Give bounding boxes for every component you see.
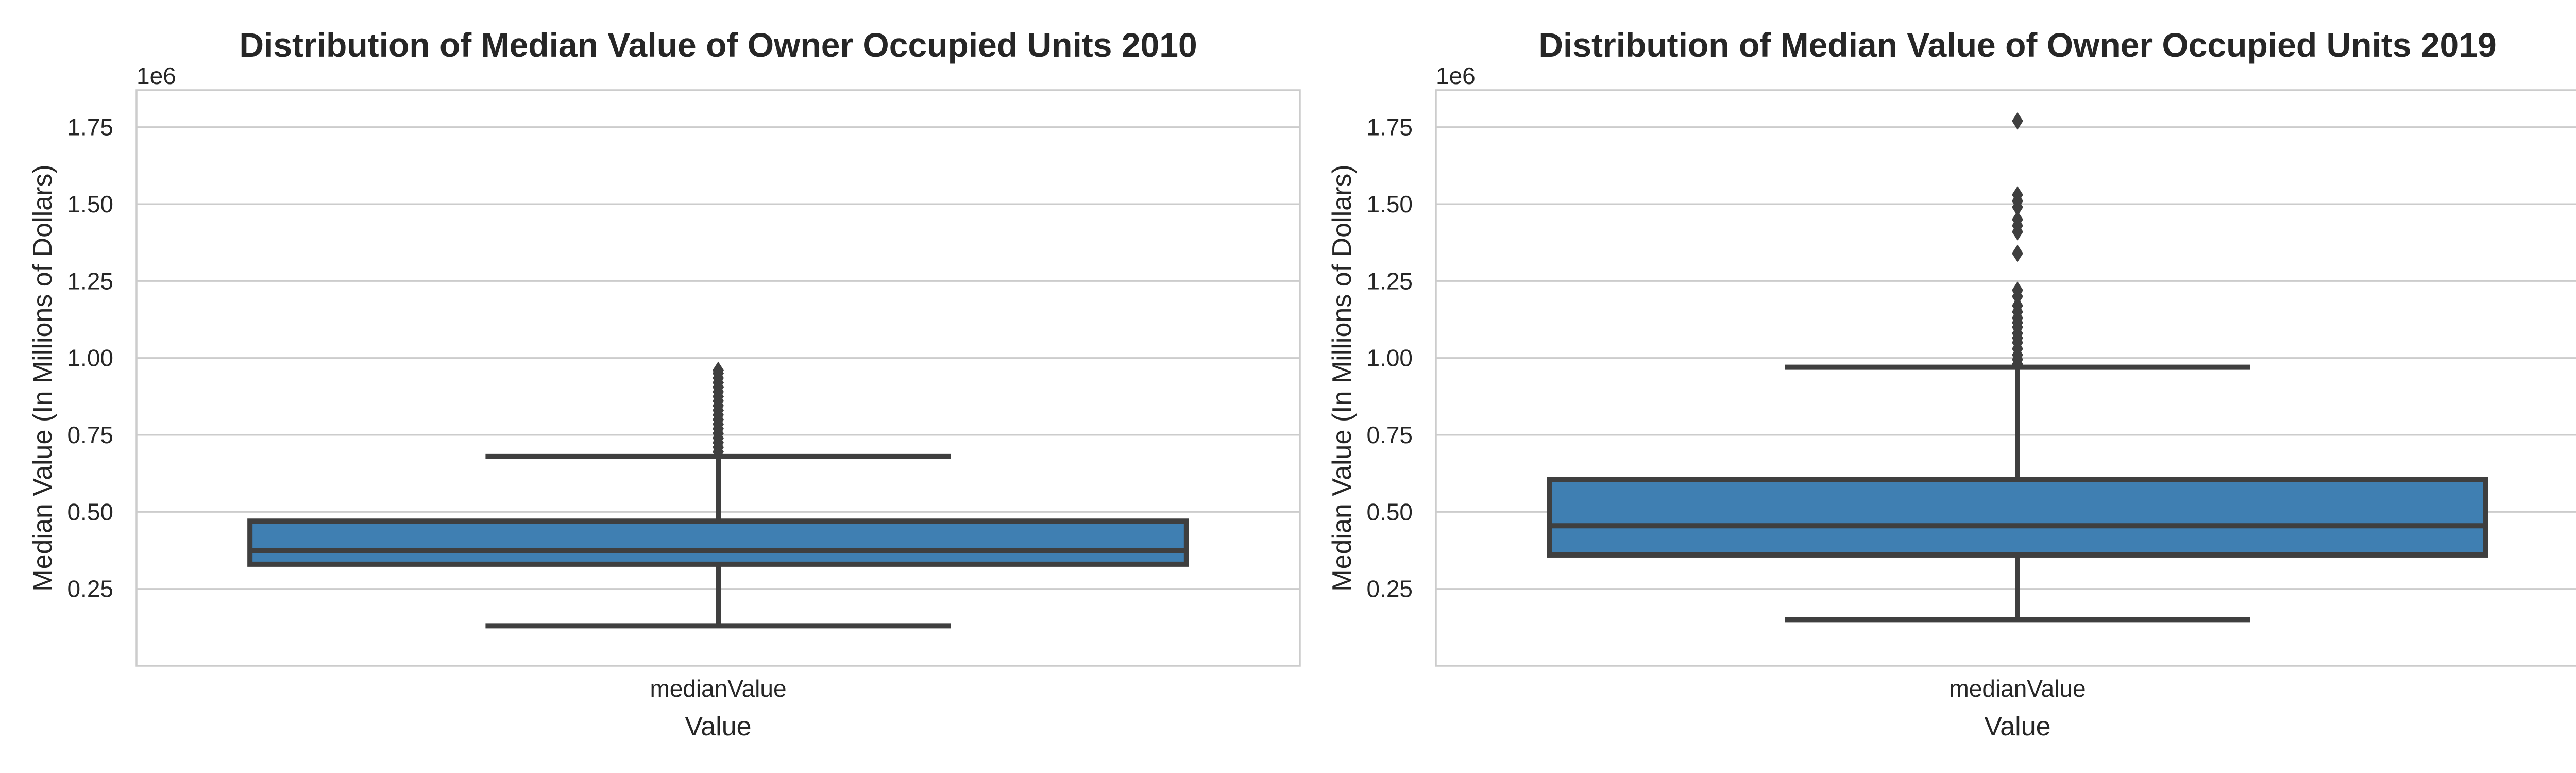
outlier-point xyxy=(2012,244,2023,262)
y-axis-label: Median Value (In Millions of Dollars) xyxy=(1327,164,1357,591)
y-tick-label: 1.75 xyxy=(67,114,113,141)
outlier-point xyxy=(2012,210,2023,228)
chart-title: Distribution of Median Value of Owner Oc… xyxy=(1538,26,2496,64)
chart-panel-2: 0.25 0.50 0.75 1.00 1.25 1.50 1.75 1e6 medianVal… xyxy=(1327,26,2576,742)
y-tick-label: 1.25 xyxy=(1366,267,1413,294)
box-iqr xyxy=(247,518,1189,567)
y-tick-label: 0.75 xyxy=(67,422,113,448)
y-tick-label: 0.50 xyxy=(1366,498,1413,525)
outlier-point xyxy=(2012,297,2023,315)
outlier-point xyxy=(2012,281,2023,299)
box-iqr xyxy=(1547,477,2488,558)
outlier-point xyxy=(713,361,724,379)
outlier-point xyxy=(2012,112,2023,130)
x-axis-label: Value xyxy=(1984,712,2050,742)
y-tick-label: 0.25 xyxy=(67,576,113,602)
y-tick-label: 0.25 xyxy=(1366,576,1413,602)
y-tick-label: 0.75 xyxy=(1366,422,1413,448)
y-tick-label: 1.50 xyxy=(67,191,113,217)
x-tick-label: medianValue xyxy=(650,675,786,702)
y-tick-label: 1.50 xyxy=(1366,191,1413,217)
plot-frame xyxy=(1435,89,2576,667)
x-tick-label: medianValue xyxy=(1949,675,2086,702)
y-tick-label: 1.25 xyxy=(67,267,113,294)
plot-frame xyxy=(135,89,1301,667)
chart-panel-1: 0.25 0.50 0.75 1.00 1.25 1.50 1.75 1e6 medianVal… xyxy=(28,26,1301,742)
chart-title: Distribution of Median Value of Owner Oc… xyxy=(239,26,1197,64)
x-axis-label: Value xyxy=(685,712,751,742)
y-tick-label: 1.75 xyxy=(1366,114,1413,141)
y-offset-label: 1e6 xyxy=(1436,62,1476,89)
y-tick-label: 0.50 xyxy=(67,498,113,525)
y-axis-label: Median Value (In Millions of Dollars) xyxy=(28,164,58,591)
outlier-point xyxy=(2012,186,2023,204)
y-tick-label: 1.00 xyxy=(1366,345,1413,372)
y-tick-label: 1.00 xyxy=(67,345,113,372)
y-offset-label: 1e6 xyxy=(137,62,176,89)
